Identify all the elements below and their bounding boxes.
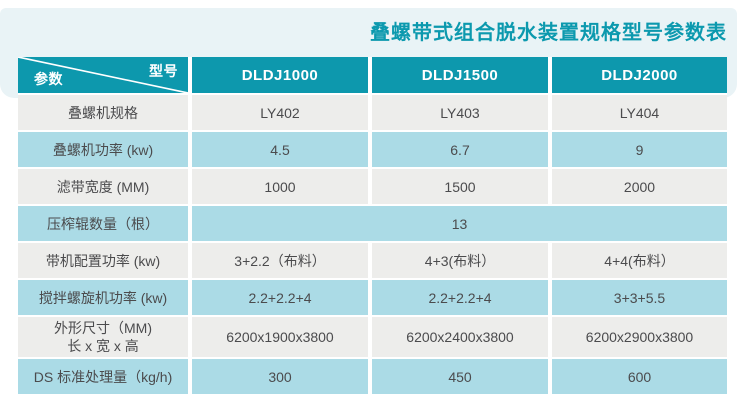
row-label-mixer-power: 搅拌螺旋机功率 (kw) [18,280,188,315]
row-label-screw-power: 叠螺机功率 (kw) [18,132,188,167]
cell-screw-power-dldj1000: 4.5 [192,132,368,167]
cell-roller-count-all: 13 [192,206,727,241]
row-label-roller-count: 压榨辊数量（根） [18,206,188,241]
cell-belt-machine-power-dldj2000: 4+4(布料） [552,243,727,278]
row-label-spec: 叠螺机规格 [18,95,188,130]
cell-ds-capacity-dldj1000: 300 [192,359,368,394]
column-header-dldj1000: DLDJ1000 [192,57,368,93]
row-label-dimensions-line1: 外形尺寸（MM) [54,319,152,336]
row-label-ds-capacity: DS 标准处理量（kg/h) [18,359,188,394]
header-param-label: 参数 [34,71,63,87]
row-label-dimensions-line2: 长 x 宽 x 高 [67,338,139,354]
cell-dimensions-dldj1500: 6200x2400x3800 [372,317,548,357]
spec-table: 参数 型号 DLDJ1000 DLDJ1500 DLDJ2000 叠螺机规格 L… [18,57,727,394]
cell-dimensions-dldj1000: 6200x1900x3800 [192,317,368,357]
row-label-belt-machine-power: 带机配置功率 (kw) [18,243,188,278]
cell-belt-width-dldj1000: 1000 [192,169,368,204]
cell-ds-capacity-dldj2000: 600 [552,359,727,394]
page-title: 叠螺带式组合脱水装置规格型号参数表 [370,22,727,44]
column-header-dldj1500: DLDJ1500 [372,57,548,93]
cell-dimensions-dldj2000: 6200x2900x3800 [552,317,727,357]
cell-screw-power-dldj2000: 9 [552,132,727,167]
cell-spec-dldj1000: LY402 [192,95,368,130]
cell-belt-width-dldj2000: 2000 [552,169,727,204]
cell-belt-width-dldj1500: 1500 [372,169,548,204]
cell-spec-dldj1500: LY403 [372,95,548,130]
header-param-model-cell: 参数 型号 [18,57,188,93]
cell-mixer-power-dldj2000: 3+3+5.5 [552,280,727,315]
cell-belt-machine-power-dldj1500: 4+3(布料） [372,243,548,278]
header-model-label: 型号 [149,63,178,79]
cell-ds-capacity-dldj1500: 450 [372,359,548,394]
cell-screw-power-dldj1500: 6.7 [372,132,548,167]
row-label-dimensions: 外形尺寸（MM) 长 x 宽 x 高 [18,317,188,357]
cell-mixer-power-dldj1500: 2.2+2.2+4 [372,280,548,315]
column-header-dldj2000: DLDJ2000 [552,57,727,93]
cell-belt-machine-power-dldj1000: 3+2.2（布料） [192,243,368,278]
cell-mixer-power-dldj1000: 2.2+2.2+4 [192,280,368,315]
row-label-belt-width: 滤带宽度 (MM) [18,169,188,204]
diagonal-divider-line [18,57,188,93]
cell-spec-dldj2000: LY404 [552,95,727,130]
